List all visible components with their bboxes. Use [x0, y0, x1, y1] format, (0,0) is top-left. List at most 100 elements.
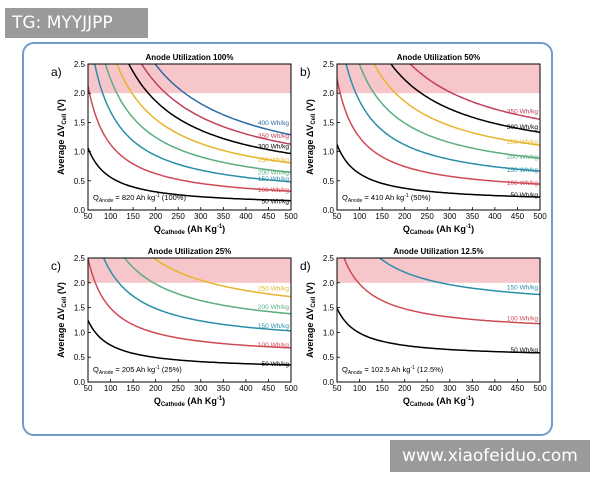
x-tick-label: 200 [149, 212, 163, 221]
x-tick-label: 400 [488, 212, 502, 221]
x-tick-label: 350 [217, 384, 231, 393]
anode-annotation-text: = 205 Ah kg [113, 365, 155, 374]
x-axis-label-q: Q [154, 224, 161, 234]
x-axis-label-end: ) [471, 224, 474, 234]
x-axis-label: QCathode (Ah Kg-1) [154, 224, 225, 236]
x-axis-label-q: Q [154, 396, 161, 406]
x-axis-label-q: Q [403, 396, 410, 406]
x-axis-label: QCathode (Ah Kg-1) [403, 224, 474, 236]
y-axis-label-unit: (V) [56, 99, 66, 114]
anode-annotation-sup: -1 [410, 365, 415, 371]
x-tick-label: 150 [375, 384, 389, 393]
plot-frame [336, 257, 541, 383]
x-tick-label: 100 [353, 212, 367, 221]
x-tick-label: 250 [172, 384, 186, 393]
series-label-200: 200 Wh/kg [258, 169, 289, 176]
x-tick-label: 350 [466, 384, 480, 393]
series-label-200: 200 Wh/kg [258, 304, 289, 311]
chart-title: Anode Utilization 100% [145, 53, 233, 62]
anode-annotation-suffix: (12.5%) [415, 365, 444, 374]
series-line-400 [154, 64, 291, 136]
y-axis-label-unit: (V) [305, 282, 315, 297]
series-line-150 [345, 64, 540, 172]
series-line-150 [102, 258, 291, 332]
x-tick-label: 200 [149, 384, 163, 393]
series-line-100 [343, 258, 540, 325]
x-tick-label: 300 [194, 212, 208, 221]
anode-annotation-suffix: (25%) [160, 365, 183, 374]
y-axis-label-main: Average ΔV [56, 125, 66, 175]
series-line-100 [337, 78, 540, 185]
x-axis-label-unit: (Ah Kg [434, 224, 466, 234]
x-tick-label: 100 [104, 384, 118, 393]
series-label-150: 150 Wh/kg [507, 285, 538, 292]
series-line-300 [128, 64, 291, 155]
chart-panel-4: 50 Wh/kg 100 Wh/kg 150 Wh/kg 50 100 150 200 250… [300, 247, 547, 408]
y-tick-label: 0.5 [74, 177, 86, 186]
x-axis-label-q: Q [403, 224, 410, 234]
x-tick-label: 450 [511, 384, 525, 393]
y-tick-label: 2.5 [323, 60, 335, 69]
y-axis-label: Average ΔVCell (V) [305, 99, 317, 175]
panel-label: a) [51, 65, 62, 79]
y-axis-label-sub: Cell [62, 113, 68, 124]
series-line-100 [88, 85, 291, 192]
x-axis-label-sup: -1 [466, 224, 472, 230]
series-label-200: 200 Wh/kg [507, 154, 538, 161]
x-tick-label: 250 [421, 384, 435, 393]
series-label-100: 100 Wh/kg [507, 180, 538, 187]
x-tick-label: 450 [511, 212, 525, 221]
y-tick-label: 0.0 [74, 206, 86, 215]
anode-annotation-sup: -1 [404, 193, 409, 199]
y-tick-label: 0.0 [74, 378, 86, 387]
x-tick-label: 50 [333, 212, 342, 221]
panel-label: d) [300, 259, 311, 273]
series-label-250: 250 Wh/kg [258, 157, 289, 164]
x-tick-label: 400 [239, 212, 253, 221]
x-axis-label-end: ) [471, 396, 474, 406]
series-label-150: 150 Wh/kg [258, 323, 289, 330]
y-axis-label-main: Average ΔV [56, 308, 66, 358]
x-axis-label-unit: (Ah Kg [185, 224, 217, 234]
anode-annotation-q: Q [342, 365, 348, 374]
y-tick-label: 2.5 [74, 254, 86, 263]
x-tick-label: 500 [533, 384, 547, 393]
x-axis-label-unit: (Ah Kg [434, 396, 466, 406]
y-axis-label: Average ΔVCell (V) [56, 99, 68, 175]
figure-frame [22, 42, 553, 436]
x-tick-label: 150 [126, 384, 140, 393]
y-tick-label: 1.0 [323, 328, 335, 337]
anode-annotation-suffix: (100%) [160, 193, 187, 202]
plot-frame [87, 257, 292, 383]
anode-annotation-q: Q [93, 365, 99, 374]
watermark-top: TG: MYYJJPP [5, 8, 148, 38]
y-tick-label: 0.0 [323, 206, 335, 215]
y-axis-label-main: Average ΔV [305, 308, 315, 358]
x-tick-label: 50 [333, 384, 342, 393]
voltage-band [88, 64, 291, 94]
panel-label: b) [300, 65, 311, 79]
series-line-250 [152, 258, 291, 298]
y-tick-label: 2.0 [323, 279, 335, 288]
chart-title: Anode Utilization 25% [148, 247, 232, 256]
y-tick-label: 1.5 [323, 304, 335, 313]
x-axis-label-sup: -1 [217, 396, 223, 402]
series-label-50: 50 Wh/kg [262, 199, 290, 206]
y-tick-label: 1.0 [323, 148, 335, 157]
series-label-350: 350 Wh/kg [258, 133, 289, 140]
series-label-100: 100 Wh/kg [258, 187, 289, 194]
anode-annotation-q: Q [93, 193, 99, 202]
y-tick-label: 1.0 [74, 148, 86, 157]
series-label-350: 350 Wh/kg [507, 108, 538, 115]
y-tick-label: 2.5 [323, 254, 335, 263]
anode-annotation-text: = 102.5 Ah kg [362, 365, 410, 374]
x-tick-label: 300 [194, 384, 208, 393]
x-tick-label: 350 [466, 212, 480, 221]
x-axis-label-unit: (Ah Kg [185, 396, 217, 406]
series-line-50 [337, 307, 540, 354]
x-axis-label-sub: Cathode [410, 230, 435, 236]
series-label-50: 50 Wh/kg [511, 192, 539, 199]
x-axis-label-sub: Cathode [410, 402, 435, 408]
anode-annotation-sub: Anode [99, 198, 114, 204]
x-tick-label: 300 [443, 384, 457, 393]
